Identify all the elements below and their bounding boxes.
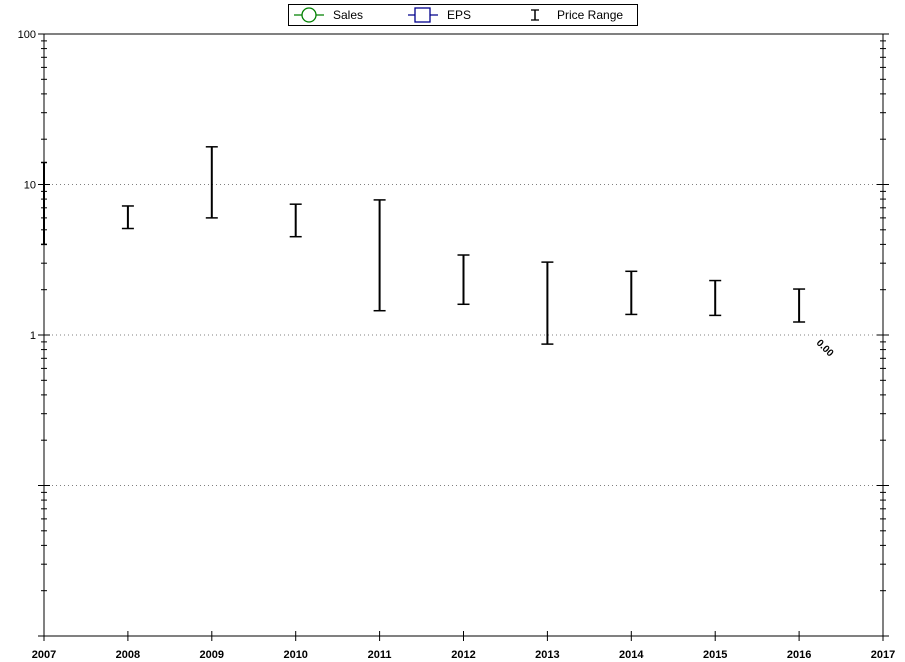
axes: 100 10 1 2007 2008 2009 2010 2011 2012 2013 2014 20… xyxy=(18,29,896,661)
x-tick-label: 2007 xyxy=(32,649,56,661)
legend-item-eps: EPS xyxy=(407,5,471,25)
x-tick-label: 2016 xyxy=(787,649,811,661)
x-tick-label: 2009 xyxy=(200,649,224,661)
x-tick-label: 2013 xyxy=(535,649,559,661)
legend-label-sales: Sales xyxy=(333,8,364,22)
annotations: 0.00 xyxy=(814,338,836,360)
gridlines xyxy=(44,184,883,486)
price-range-bars xyxy=(41,146,806,345)
errorbar-marker-icon xyxy=(531,9,539,21)
legend-item-sales: Sales xyxy=(293,5,363,25)
square-marker-icon xyxy=(408,7,438,23)
y-tick-label: 1 xyxy=(30,330,36,342)
legend-label-price-range: Price Range xyxy=(557,8,624,22)
x-tick-label: 2012 xyxy=(451,649,475,661)
x-tick-label: 2010 xyxy=(283,649,307,661)
plot-frame xyxy=(43,33,884,637)
legend-item-price-range: Price Range xyxy=(529,5,623,25)
x-tick-label: 2017 xyxy=(871,649,895,661)
circle-marker-icon xyxy=(294,7,324,23)
x-tick-label: 2014 xyxy=(619,649,644,661)
data-label: 0.00 xyxy=(814,338,836,360)
legend: Sales EPS Price Range xyxy=(288,4,638,26)
y-tick-label: 10 xyxy=(24,180,36,192)
x-tick-label: 2011 xyxy=(368,649,392,661)
legend-label-eps: EPS xyxy=(447,8,472,22)
x-tick-label: 2015 xyxy=(703,649,727,661)
y-tick-label: 100 xyxy=(18,29,36,41)
x-tick-label: 2008 xyxy=(116,649,140,661)
